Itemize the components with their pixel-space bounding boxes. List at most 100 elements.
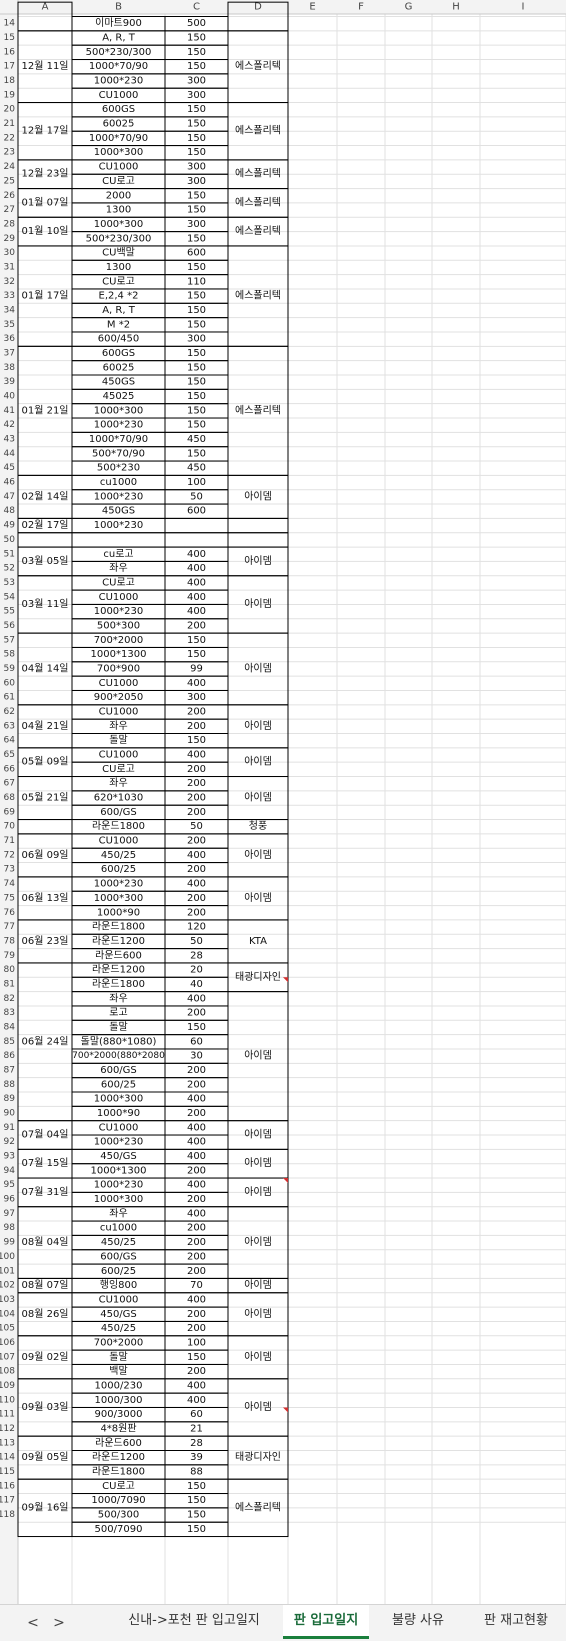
next-sheet-button[interactable]: > xyxy=(53,1615,65,1631)
row-header-56: 56 xyxy=(4,621,16,631)
item-cell: A, R, T xyxy=(102,305,136,316)
qty-cell: 150 xyxy=(187,635,206,646)
row-header-41: 41 xyxy=(4,406,15,416)
row-header-column xyxy=(0,14,18,1604)
vendor-cell: 태광디자인 xyxy=(235,1451,281,1463)
item-cell: 500*230 xyxy=(97,463,140,474)
item-cell: 1000*230 xyxy=(94,491,144,502)
qty-cell: 150 xyxy=(187,104,206,115)
row-header-61: 61 xyxy=(4,693,15,703)
tab-defect-reasons[interactable]: 불량 사유 xyxy=(392,1613,444,1628)
item-cell: 600/GS xyxy=(100,1065,137,1076)
item-cell: 600/25 xyxy=(101,864,136,875)
item-cell: 라운드600 xyxy=(95,1437,142,1449)
row-header-67: 67 xyxy=(4,779,15,789)
qty-cell: 400 xyxy=(187,750,206,761)
qty-cell: 200 xyxy=(187,1309,206,1320)
date-cell: 05월 09일 xyxy=(21,756,68,768)
row-header-116: 116 xyxy=(0,1481,15,1491)
item-cell: 1000*70/90 xyxy=(89,133,148,144)
date-cell: 07월 15일 xyxy=(21,1157,68,1169)
qty-cell: 400 xyxy=(187,592,206,603)
qty-cell: 200 xyxy=(187,1108,206,1119)
row-header-117: 117 xyxy=(0,1496,15,1506)
row-header-88: 88 xyxy=(4,1080,16,1090)
row-header-50: 50 xyxy=(4,535,16,545)
qty-cell: 88 xyxy=(190,1467,203,1478)
qty-cell: 150 xyxy=(187,147,206,158)
item-cell: 450/25 xyxy=(101,1323,136,1334)
row-header-95: 95 xyxy=(4,1180,15,1190)
date-cell: 12월 17일 xyxy=(21,125,68,137)
qty-cell: 400 xyxy=(187,577,206,588)
vendor-cell: 에스폴리텍 xyxy=(235,168,281,180)
item-cell: 1000*300 xyxy=(94,147,144,158)
item-cell: CU1000 xyxy=(99,162,139,173)
item-cell: CU1000 xyxy=(99,836,139,847)
item-cell: CU로고 xyxy=(102,1481,135,1492)
item-cell: 450GS xyxy=(102,506,135,517)
date-cell: 08월 26일 xyxy=(21,1308,68,1320)
qty-cell: 150 xyxy=(187,377,206,388)
vendor-cell: 아이뎀 xyxy=(244,1186,272,1198)
item-cell: 라운드1200 xyxy=(92,1451,145,1463)
row-header-60: 60 xyxy=(4,678,16,688)
item-cell: 600/25 xyxy=(101,1266,136,1277)
row-header-106: 106 xyxy=(0,1338,15,1348)
qty-cell: 150 xyxy=(187,735,206,746)
item-cell: 700*900 xyxy=(97,663,140,674)
qty-cell: 200 xyxy=(187,1079,206,1090)
date-cell: 02월 14일 xyxy=(21,490,68,502)
row-header-65: 65 xyxy=(4,750,15,760)
qty-cell: 300 xyxy=(187,219,206,230)
qty-cell: 20 xyxy=(190,965,203,976)
item-cell: 2000 xyxy=(106,190,131,201)
prev-sheet-button[interactable]: < xyxy=(27,1615,39,1631)
tab-sinnae-pocheon-log[interactable]: 신내->포천 판 입고일지 xyxy=(128,1613,260,1628)
date-cell: 09월 16일 xyxy=(21,1501,68,1513)
vendor-cell-border xyxy=(227,1478,289,1538)
item-cell: 450/GS xyxy=(100,1151,137,1162)
qty-cell: 150 xyxy=(187,291,206,302)
qty-cell: 300 xyxy=(187,692,206,703)
column-header-c: C xyxy=(193,2,200,13)
qty-cell: 400 xyxy=(187,1094,206,1105)
item-cell: 4*8원판 xyxy=(100,1422,136,1434)
qty-cell: 150 xyxy=(187,348,206,359)
qty-cell: 150 xyxy=(187,448,206,459)
date-cell: 03월 05일 xyxy=(21,555,68,567)
row-header-39: 39 xyxy=(4,377,16,387)
column-header-g: G xyxy=(405,2,413,13)
comment-indicator-icon[interactable] xyxy=(283,1178,288,1184)
item-cell: 500*230/300 xyxy=(86,47,152,58)
comment-indicator-icon[interactable] xyxy=(283,977,288,983)
qty-cell: 200 xyxy=(187,1366,206,1377)
item-cell: 라운드1200 xyxy=(92,964,145,976)
vendor-cell: 에스폴리텍 xyxy=(235,60,281,72)
row-header-24: 24 xyxy=(4,162,16,172)
item-cell: 1000*230 xyxy=(94,606,144,617)
row-header-21: 21 xyxy=(4,119,15,129)
tab-panel-receipt-log[interactable]: 판 입고일지 xyxy=(283,1605,369,1639)
comment-indicator-icon[interactable] xyxy=(283,1407,288,1413)
qty-cell: 150 xyxy=(187,1524,206,1535)
row-header-29: 29 xyxy=(4,234,16,244)
row-header-27: 27 xyxy=(4,205,15,215)
qty-cell: 400 xyxy=(187,1294,206,1305)
item-cell: cu1000 xyxy=(100,477,137,488)
item-cell: 700*2000(880*2080 xyxy=(72,1051,165,1061)
item-cell: 900*2050 xyxy=(94,692,144,703)
column-header-f: F xyxy=(358,2,364,13)
qty-cell: 400 xyxy=(187,879,206,890)
row-header-78: 78 xyxy=(4,936,16,946)
row-header-46: 46 xyxy=(4,478,16,488)
row-header-26: 26 xyxy=(4,191,16,201)
row-header-93: 93 xyxy=(4,1152,15,1162)
item-cell: 좌우 xyxy=(109,992,127,1004)
date-cell: 04월 21일 xyxy=(21,720,68,732)
item-cell: 450/25 xyxy=(101,1237,136,1248)
vendor-cell: 아이뎀 xyxy=(244,892,272,904)
tab-panel-inventory[interactable]: 판 재고현황 xyxy=(484,1613,548,1628)
qty-cell: 150 xyxy=(187,1022,206,1033)
